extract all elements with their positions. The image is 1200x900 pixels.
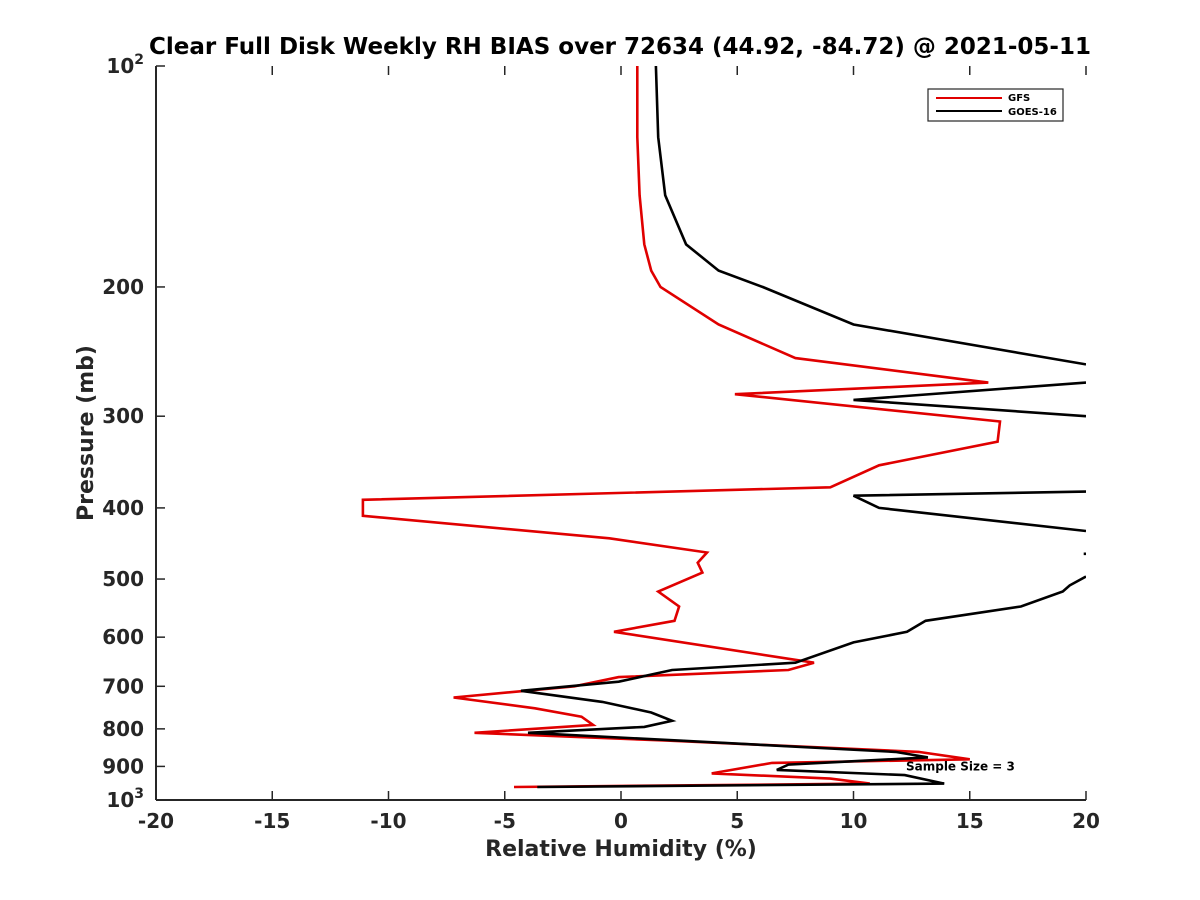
legend-label-gfs: GFS (1008, 93, 1030, 104)
y-tick-label: 300 (102, 404, 144, 428)
plot-area (156, 66, 1086, 800)
x-axis-label: Relative Humidity (%) (485, 837, 757, 862)
x-axis-ticks: -20 -15 -10 -5 0 5 10 15 20 (138, 66, 1100, 833)
x-tick-label: 15 (956, 809, 984, 833)
y-tick-label: 103 (106, 786, 144, 812)
y-tick-label: 900 (102, 754, 144, 778)
x-tick-label: -5 (494, 809, 516, 833)
series-layer (361, 66, 1086, 789)
series-line-goes-16 (520, 66, 1086, 789)
x-tick-label: 20 (1072, 809, 1100, 833)
y-axis-label: Pressure (mb) (74, 345, 99, 521)
x-tick-label: 5 (730, 809, 744, 833)
y-tick-label: 500 (102, 567, 144, 591)
y-tick-label: 102 (106, 52, 144, 78)
x-tick-label: -20 (138, 809, 174, 833)
y-tick-label: 600 (102, 625, 144, 649)
x-tick-label: -10 (370, 809, 406, 833)
legend-box (927, 88, 1064, 122)
y-tick-label: 200 (102, 275, 144, 299)
y-tick-label: 400 (102, 496, 144, 520)
x-tick-label: -15 (254, 809, 290, 833)
y-tick-label: 800 (102, 717, 144, 741)
legend: GFS GOES-16 (927, 88, 1064, 122)
y-tick-label: 700 (102, 674, 144, 698)
chart-title: Clear Full Disk Weekly RH BIAS over 7263… (149, 34, 1091, 60)
y-axis-ticks: 102 200 300 400 500 600 700 800 900 103 (102, 52, 165, 812)
x-tick-label: 0 (614, 809, 628, 833)
x-tick-label: 10 (840, 809, 868, 833)
legend-label-goes16: GOES-16 (1008, 107, 1057, 118)
sample-size-annotation: Sample Size = 3 (906, 759, 1015, 773)
